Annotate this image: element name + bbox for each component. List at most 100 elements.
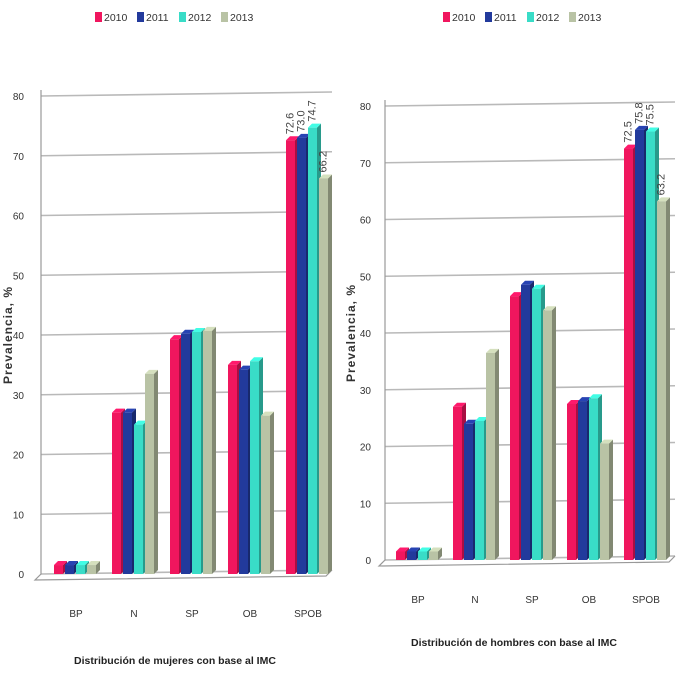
gridline — [40, 150, 333, 157]
bar-OB-2013 — [600, 443, 609, 560]
bar-SP-2012 — [192, 332, 201, 574]
bar-SP-2011 — [181, 333, 190, 574]
category-label-SP: SP — [185, 609, 199, 620]
y-tick-label: 60 — [13, 212, 25, 223]
bar-BP-2010 — [54, 565, 63, 574]
bar-OB-2010 — [228, 364, 237, 574]
data-label: 74.7 — [307, 100, 319, 121]
chart-mujeres: 2010 2011 2012 2013 0 10 20 30 40 50 60 70 80 BP N SP OB… — [1, 12, 333, 667]
bar-SP-2011 — [521, 284, 530, 560]
bar-side — [270, 411, 274, 574]
bar-BP-2013 — [87, 565, 96, 574]
y-tick-label: 40 — [360, 329, 372, 340]
bar-top — [486, 348, 499, 353]
bar-SP-2013 — [543, 310, 552, 560]
bar-top — [134, 420, 147, 425]
y-tick-label: 60 — [360, 216, 372, 227]
bar-SP-2010 — [510, 296, 519, 560]
bar-top — [308, 123, 321, 128]
bar-top — [624, 144, 637, 149]
bars — [396, 125, 670, 561]
bar-top — [543, 306, 556, 311]
legend-label-2013: 2013 — [230, 12, 254, 24]
legend-swatch-2013 — [569, 12, 576, 22]
bar-top — [203, 326, 216, 331]
bar-top — [532, 284, 545, 289]
category-label-BP: BP — [69, 609, 83, 620]
y-tick-label: 10 — [13, 510, 25, 521]
bar-side — [495, 348, 499, 560]
y-tick-label: 0 — [18, 570, 24, 581]
category-label-N: N — [130, 609, 137, 620]
x-axis-label: Distribución de hombres con base al IMC — [411, 637, 617, 649]
gridline — [384, 101, 676, 107]
bar-top — [228, 360, 241, 365]
bar-top — [635, 125, 648, 130]
category-label-OB: OB — [582, 595, 597, 606]
bar-top — [123, 408, 136, 413]
bar-side — [212, 326, 216, 574]
y-tick-label: 70 — [360, 159, 372, 170]
category-label-OB: OB — [243, 609, 258, 620]
y-axis-label: Prevalencia, % — [1, 286, 15, 384]
legend-label-2011: 2011 — [146, 12, 169, 24]
bar-top — [286, 136, 299, 141]
legend-swatch-2013 — [221, 12, 228, 22]
y-tick-label: 80 — [360, 102, 372, 113]
bar-BP-2012 — [76, 565, 85, 574]
legend-swatch-2011 — [485, 12, 492, 22]
bar-OB-2012 — [250, 361, 259, 574]
bar-N-2013 — [486, 352, 495, 560]
data-label: 75.8 — [634, 102, 646, 123]
bar-SPOB-2010 — [624, 148, 633, 560]
bar-top — [589, 394, 602, 399]
legend-swatch-2010 — [95, 12, 102, 22]
bar-BP-2011 — [407, 551, 416, 560]
legend-label-2013: 2013 — [578, 12, 602, 24]
bar-side — [154, 369, 158, 574]
bar-SPOB-2010 — [286, 140, 295, 574]
bar-BP-2012 — [418, 551, 427, 560]
bar-N-2013 — [145, 373, 154, 574]
legend-label-2010: 2010 — [452, 12, 476, 24]
bar-top — [464, 419, 477, 424]
bar-top — [407, 547, 420, 552]
y-tick-label: 30 — [13, 391, 25, 402]
bar-top — [54, 561, 67, 566]
legend-swatch-2012 — [527, 12, 534, 22]
bar-top — [261, 411, 274, 416]
data-label: 75.5 — [645, 104, 657, 125]
bar-BP-2010 — [396, 551, 405, 560]
bar-BP-2013 — [429, 551, 438, 560]
axis-frame — [377, 100, 676, 567]
bar-top — [510, 292, 523, 297]
y-tick-label: 20 — [13, 451, 25, 462]
legend-label-2010: 2010 — [104, 12, 128, 24]
bar-top — [657, 197, 670, 202]
bar-side — [609, 439, 613, 560]
legend: 2010 2011 2012 2013 — [443, 12, 602, 24]
bar-top — [170, 335, 183, 340]
bar-SP-2013 — [203, 330, 212, 574]
bar-SP-2010 — [170, 339, 179, 574]
y-tick-label: 30 — [360, 386, 372, 397]
legend-label-2012: 2012 — [536, 12, 560, 24]
bar-top — [145, 369, 158, 374]
bar-SPOB-2013 — [319, 178, 328, 574]
bar-top — [429, 547, 442, 552]
data-label: 66.2 — [318, 151, 330, 172]
bar-top — [297, 133, 310, 138]
chart-hombres: 2010 2011 2012 2013 0 10 20 30 40 50 60 70 80 BP N SP OB… — [339, 0, 678, 673]
gridline — [40, 270, 333, 277]
y-tick-label: 80 — [13, 92, 25, 103]
bar-top — [453, 402, 466, 407]
data-label: 72.5 — [623, 121, 635, 142]
y-tick-label: 40 — [13, 331, 25, 342]
bar-top — [250, 357, 263, 362]
bar-N-2011 — [123, 412, 132, 574]
bar-SPOB-2013 — [657, 201, 666, 560]
data-label: 63.2 — [656, 174, 668, 195]
bar-BP-2011 — [65, 565, 74, 574]
bar-top — [239, 365, 252, 370]
